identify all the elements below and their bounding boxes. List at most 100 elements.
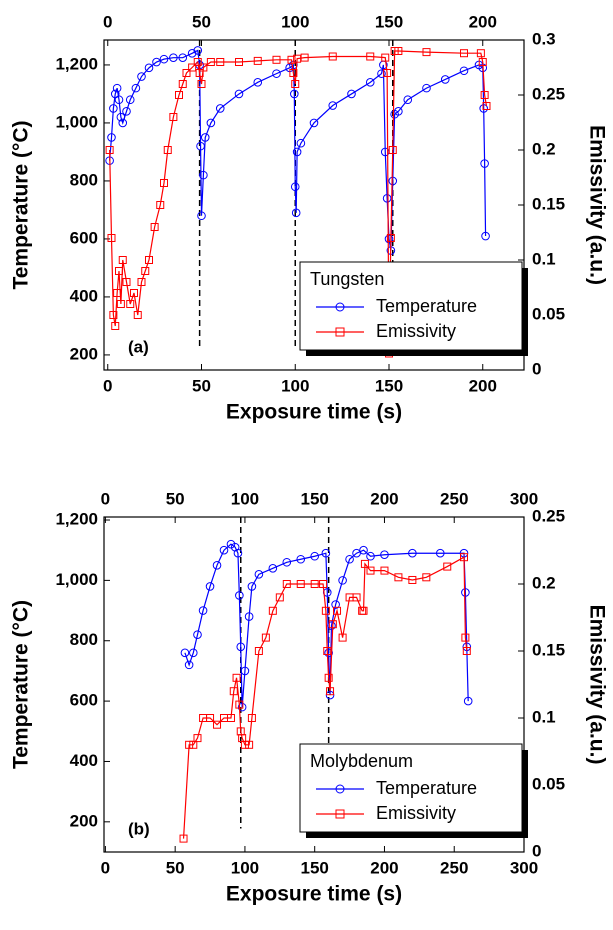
marker: [253, 78, 263, 87]
marker: [272, 55, 281, 64]
marker: [296, 138, 306, 148]
legend-box: [299, 261, 523, 351]
y2-tick-label: 0: [532, 841, 541, 860]
marker: [422, 573, 431, 582]
marker: [232, 673, 241, 682]
marker: [245, 740, 254, 749]
marker: [253, 56, 262, 65]
marker: [394, 107, 403, 116]
y-axis-label: Temperature (°C): [10, 120, 33, 289]
marker: [282, 580, 291, 588]
marker: [237, 702, 247, 712]
marker: [152, 57, 161, 67]
marker: [408, 548, 417, 558]
x-tick-label: 150: [301, 858, 329, 877]
marker: [345, 554, 354, 564]
y2-tick-label: 0.15: [532, 194, 565, 213]
marker: [287, 55, 296, 64]
y2-tick-label: 0.15: [532, 640, 565, 659]
marker: [388, 146, 397, 154]
y2-tick-label: 0.2: [532, 139, 556, 158]
marker: [328, 52, 337, 61]
marker: [125, 95, 135, 105]
marker: [107, 133, 116, 142]
plot-frame: [103, 516, 525, 853]
marker: [116, 112, 126, 122]
marker: [156, 201, 165, 209]
marker: [365, 78, 375, 87]
marker: [197, 80, 206, 88]
x-tick-label: 300: [510, 858, 538, 877]
x-top-tick-label: 50: [192, 12, 211, 31]
marker: [179, 834, 188, 843]
x-tick-label: 100: [231, 858, 259, 877]
marker: [282, 557, 292, 567]
marker: [352, 593, 361, 602]
marker: [215, 104, 225, 113]
marker: [327, 621, 336, 630]
marker: [268, 564, 278, 573]
marker: [137, 278, 146, 286]
marker: [131, 83, 141, 93]
x-tick-label: 150: [375, 376, 403, 395]
marker: [292, 147, 302, 157]
x-top-tick-label: 50: [166, 489, 185, 508]
legend-marker: [335, 302, 345, 312]
marker: [461, 588, 470, 597]
marker: [193, 46, 203, 55]
marker: [476, 49, 485, 58]
marker: [460, 49, 468, 58]
marker: [290, 182, 300, 192]
marker: [360, 559, 369, 568]
marker: [480, 91, 489, 99]
marker: [319, 580, 328, 588]
marker: [112, 83, 122, 93]
marker: [377, 69, 386, 78]
marker: [352, 548, 361, 558]
marker: [462, 647, 471, 655]
marker: [184, 660, 194, 670]
marker: [326, 687, 335, 696]
series-line: [184, 543, 469, 708]
marker: [185, 740, 194, 749]
marker: [199, 170, 208, 180]
y-tick-label: 800: [70, 630, 98, 649]
marker: [478, 58, 487, 66]
marker: [150, 223, 159, 231]
marker: [197, 211, 206, 221]
marker: [198, 606, 208, 615]
marker: [137, 72, 146, 81]
marker: [408, 575, 417, 584]
x-tick-label: 100: [281, 376, 309, 395]
marker: [122, 107, 131, 116]
marker: [235, 58, 243, 66]
marker: [118, 256, 127, 264]
marker: [247, 714, 256, 722]
marker: [193, 734, 202, 743]
legend-label: Emissivity: [376, 321, 456, 341]
marker: [382, 194, 392, 203]
marker: [347, 89, 356, 99]
marker: [291, 208, 301, 218]
marker: [479, 104, 488, 113]
y-tick-label: 1,200: [55, 54, 98, 73]
marker: [205, 582, 215, 591]
marker: [422, 48, 431, 57]
marker: [193, 630, 202, 640]
marker: [107, 234, 116, 242]
marker: [394, 47, 403, 55]
x-top-tick-label: 300: [510, 489, 538, 508]
x-axis-label: Exposure time (s): [226, 401, 402, 424]
marker: [383, 69, 392, 77]
marker: [233, 548, 243, 558]
y-tick-label: 400: [70, 751, 98, 770]
x-tick-label: 50: [166, 858, 185, 877]
marker: [178, 53, 188, 62]
marker: [366, 52, 375, 61]
y-tick-label: 800: [70, 170, 98, 189]
legend-box: [299, 743, 523, 833]
panel-annotation: (b): [128, 819, 150, 838]
marker: [321, 606, 330, 615]
legend-title: Molybdenum: [310, 751, 413, 771]
marker: [459, 66, 469, 76]
